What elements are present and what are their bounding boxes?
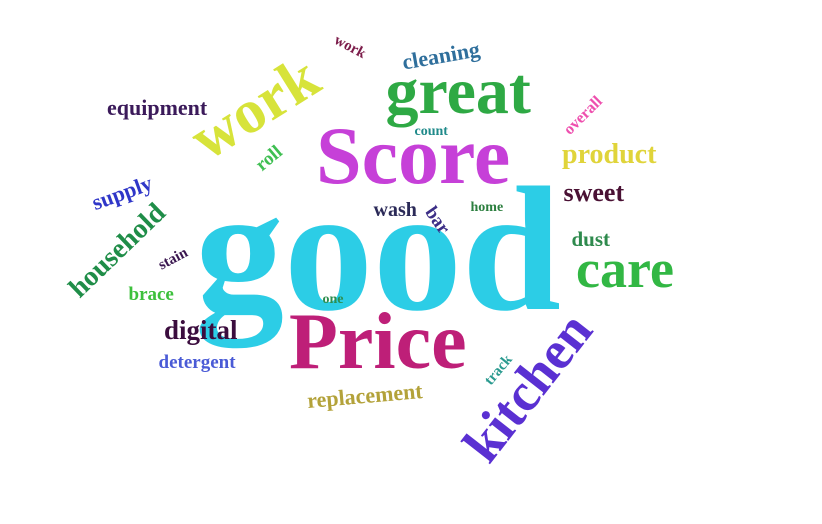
word-detergent: detergent bbox=[158, 351, 236, 373]
word-score: Score bbox=[316, 110, 511, 201]
word-equipment: equipment bbox=[107, 95, 208, 120]
word-one: one bbox=[322, 292, 344, 307]
word-sweet: sweet bbox=[563, 178, 625, 207]
word-care: care bbox=[576, 239, 674, 299]
word-brace: brace bbox=[128, 283, 174, 305]
word-home: home bbox=[470, 200, 504, 215]
word-stain: stain bbox=[155, 244, 191, 273]
word-work-small: work bbox=[330, 31, 368, 62]
word-count: count bbox=[414, 124, 448, 139]
word-good: good bbox=[195, 150, 561, 348]
word-digital: digital bbox=[164, 314, 238, 345]
word-dust: dust bbox=[571, 226, 611, 251]
word-wash: wash bbox=[373, 199, 417, 221]
word-great: great bbox=[385, 55, 531, 128]
word-price: Price bbox=[289, 298, 467, 386]
word-product: product bbox=[562, 139, 657, 170]
word-overall: overall bbox=[560, 92, 606, 139]
